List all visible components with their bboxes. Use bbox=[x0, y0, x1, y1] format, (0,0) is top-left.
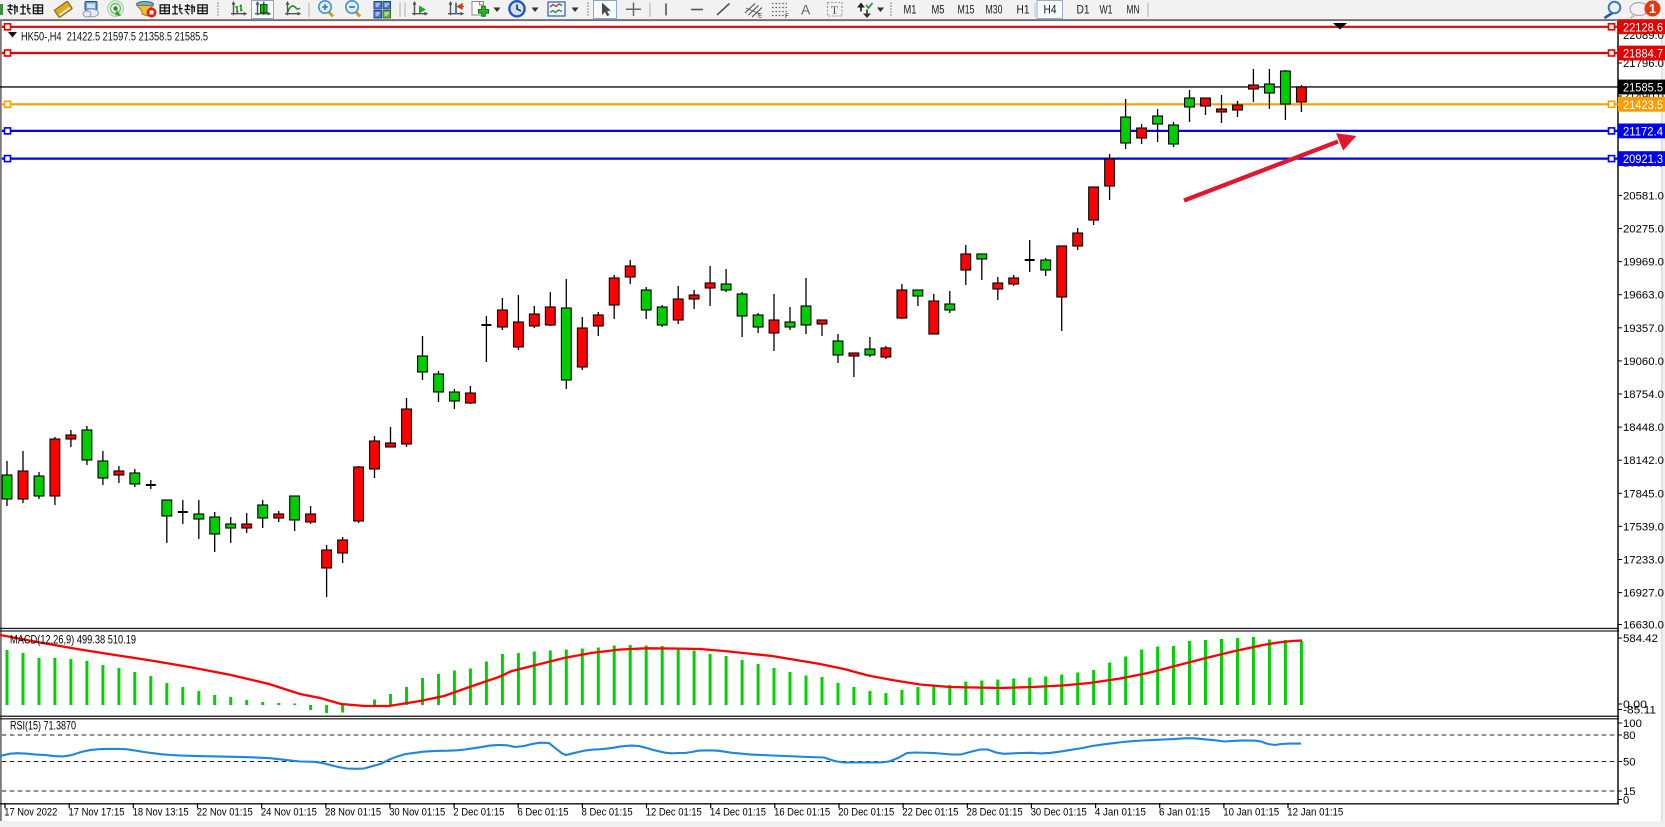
svg-text:20921.3: 20921.3 bbox=[1623, 152, 1663, 166]
svg-text:30 Dec 01:15: 30 Dec 01:15 bbox=[1031, 807, 1087, 819]
svg-text:19969.0: 19969.0 bbox=[1623, 257, 1664, 269]
svg-text:E: E bbox=[758, 13, 763, 20]
svg-text:0.00: 0.00 bbox=[1623, 699, 1647, 711]
svg-text:18 Nov 13:15: 18 Nov 13:15 bbox=[133, 807, 189, 819]
svg-text:100: 100 bbox=[1623, 718, 1642, 730]
svg-text:21585.5: 21585.5 bbox=[1623, 81, 1663, 95]
svg-text:20 Dec 01:15: 20 Dec 01:15 bbox=[838, 807, 894, 819]
svg-text:12 Dec 01:15: 12 Dec 01:15 bbox=[646, 807, 702, 819]
svg-text:18448.0: 18448.0 bbox=[1623, 422, 1664, 434]
svg-text:W1: W1 bbox=[1100, 3, 1113, 17]
svg-text:19663.0: 19663.0 bbox=[1623, 290, 1664, 302]
svg-text:18754.0: 18754.0 bbox=[1623, 389, 1664, 401]
svg-text:20581.0: 20581.0 bbox=[1623, 190, 1664, 202]
svg-text:80: 80 bbox=[1623, 730, 1636, 742]
svg-text:20275.0: 20275.0 bbox=[1623, 224, 1664, 236]
svg-text:12 Jan 01:15: 12 Jan 01:15 bbox=[1287, 807, 1343, 819]
svg-text:16 Dec 01:15: 16 Dec 01:15 bbox=[774, 807, 830, 819]
svg-text:21172.4: 21172.4 bbox=[1623, 125, 1663, 139]
svg-text:M1: M1 bbox=[904, 3, 917, 17]
svg-text:15: 15 bbox=[1623, 786, 1636, 798]
svg-text:MN: MN bbox=[1127, 3, 1140, 17]
svg-text:8 Dec 01:15: 8 Dec 01:15 bbox=[582, 807, 633, 819]
svg-text:28 Dec 01:15: 28 Dec 01:15 bbox=[967, 807, 1023, 819]
svg-text:M30: M30 bbox=[986, 3, 1003, 17]
svg-text:22128.6: 22128.6 bbox=[1623, 20, 1663, 34]
svg-text:17 Nov 2022: 17 Nov 2022 bbox=[4, 807, 57, 819]
svg-text:19060.0: 19060.0 bbox=[1623, 356, 1664, 368]
svg-text:A: A bbox=[801, 2, 811, 18]
svg-text:RSI(15) 71.3870: RSI(15) 71.3870 bbox=[10, 720, 76, 733]
svg-text:21884.7: 21884.7 bbox=[1623, 47, 1663, 61]
svg-text:18142.0: 18142.0 bbox=[1623, 455, 1664, 467]
svg-text:D1: D1 bbox=[1077, 3, 1090, 17]
svg-text:H4: H4 bbox=[1044, 3, 1057, 17]
svg-text:F: F bbox=[785, 13, 789, 20]
svg-text:584.42: 584.42 bbox=[1623, 633, 1658, 645]
svg-text:T: T bbox=[831, 5, 838, 17]
svg-text:22 Dec 01:15: 22 Dec 01:15 bbox=[902, 807, 958, 819]
svg-text:24 Nov 01:15: 24 Nov 01:15 bbox=[261, 807, 317, 819]
svg-text:16630.0: 16630.0 bbox=[1623, 620, 1664, 632]
svg-text:10 Jan 01:15: 10 Jan 01:15 bbox=[1223, 807, 1279, 819]
svg-text:21796.0: 21796.0 bbox=[1623, 58, 1664, 70]
svg-text:17845.0: 17845.0 bbox=[1623, 488, 1664, 500]
svg-text:MACD(12,26,9) 499.38 510.19: MACD(12,26,9) 499.38 510.19 bbox=[10, 634, 136, 647]
svg-text:6 Dec 01:15: 6 Dec 01:15 bbox=[518, 807, 569, 819]
svg-text:28 Nov 01:15: 28 Nov 01:15 bbox=[325, 807, 381, 819]
svg-text:0: 0 bbox=[1623, 795, 1629, 807]
svg-text:M5: M5 bbox=[932, 3, 945, 17]
svg-text:1: 1 bbox=[1649, 2, 1656, 16]
svg-text:17 Nov 17:15: 17 Nov 17:15 bbox=[69, 807, 125, 819]
svg-text:50: 50 bbox=[1623, 757, 1636, 769]
svg-text:2 Dec 01:15: 2 Dec 01:15 bbox=[453, 807, 504, 819]
svg-text:17539.0: 17539.0 bbox=[1623, 521, 1664, 533]
svg-text:21423.5: 21423.5 bbox=[1623, 98, 1663, 112]
svg-text:HK50-,H4 21422.5 21597.5 2135: HK50-,H4 21422.5 21597.5 21358.5 21585.5 bbox=[21, 30, 208, 44]
svg-text:H1: H1 bbox=[1017, 3, 1030, 17]
svg-text:16927.0: 16927.0 bbox=[1623, 588, 1664, 600]
svg-text:19357.0: 19357.0 bbox=[1623, 323, 1664, 335]
svg-text:M15: M15 bbox=[958, 3, 975, 17]
svg-text:17233.0: 17233.0 bbox=[1623, 555, 1664, 567]
svg-text:6 Jan 01:15: 6 Jan 01:15 bbox=[1159, 807, 1210, 819]
svg-text:30 Nov 01:15: 30 Nov 01:15 bbox=[389, 807, 445, 819]
svg-text:14 Dec 01:15: 14 Dec 01:15 bbox=[710, 807, 766, 819]
svg-text:-85.11: -85.11 bbox=[1623, 705, 1656, 717]
svg-text:22 Nov 01:15: 22 Nov 01:15 bbox=[197, 807, 253, 819]
svg-text:4 Jan 01:15: 4 Jan 01:15 bbox=[1095, 807, 1146, 819]
